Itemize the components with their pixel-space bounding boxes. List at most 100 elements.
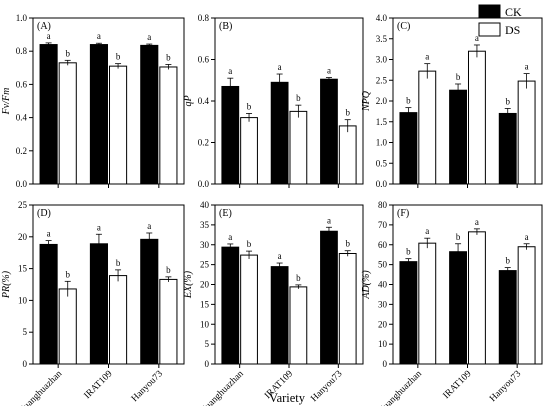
bar-ds [517,80,536,185]
category-label: Hanyou73 [488,369,523,404]
bar-ds [109,275,128,365]
y-tick-label: 1.0 [376,138,388,148]
bar-ck [140,44,159,185]
y-axis-label: Fv/Fm [1,88,12,116]
category-label: Hanyou73 [309,369,344,404]
bar-ds [58,288,77,365]
significance-letter: a [47,31,51,41]
panel-label: (D) [37,208,51,219]
significance-letter: a [97,222,101,232]
panels: (A) 0.0 0.2 0.4 0.6 0.8 1.0 Fv/Fm a b a b a b (B) 0.0 0.… [1,13,543,406]
y-tick-label: 0.4 [16,113,28,123]
bar-ds [289,286,308,365]
y-tick-label: 0.6 [198,55,210,65]
significance-letter: b [166,52,171,62]
significance-letter: a [47,229,51,239]
y-tick-label: 3.0 [376,55,388,65]
bar-ck [39,243,58,365]
y-tick-label: 0 [205,359,210,369]
significance-letter: b [406,247,411,257]
y-tick-label: 30 [200,240,210,250]
y-axis-label: qP [183,95,194,106]
significance-letter: a [278,251,282,261]
y-tick-label: 0.8 [16,46,28,56]
significance-letter: a [475,217,479,227]
y-tick-label: 60 [378,240,388,250]
bar-ck [140,238,159,365]
bar-ck [221,246,240,365]
bar-ck [89,243,108,365]
bar-ds [517,246,536,365]
panel-label: (A) [37,21,51,32]
bar-ds [109,65,128,185]
y-axis-label: AD(%) [361,270,372,300]
bar-ck [89,44,108,185]
bar-ds [240,254,258,365]
panel-d: (D) 0 5 10 15 20 25 PR(%) a b Huanghuazhan a b IRAT10… [1,200,185,406]
y-tick-label: 10 [18,295,28,305]
significance-letter: a [228,66,232,76]
y-tick-label: 0.2 [198,138,209,148]
category-label: IRAT109 [83,369,115,401]
y-tick-label: 30 [378,299,388,309]
bar-ck [270,81,289,185]
panel-a: (A) 0.0 0.2 0.4 0.6 0.8 1.0 Fv/Fm a b a b a b [1,13,185,189]
y-tick-label: 3.5 [376,34,388,44]
panel-f: (F) 0 10 20 30 40 50 60 70 80 AD(%) b a Huanghuazhan b… [361,200,543,406]
significance-letter: b [406,96,411,106]
y-tick-label: 0.5 [376,158,388,168]
y-tick-label: 10 [378,339,388,349]
significance-letter: a [525,62,529,72]
y-axis-label: NPQ [361,90,372,112]
bar-ds [240,117,258,185]
category-label: Huanghuazhan [377,369,425,406]
legend-swatch-ds [478,22,501,37]
y-tick-label: 0.0 [16,179,28,189]
significance-letter: a [327,215,331,225]
y-tick-label: 5 [23,327,28,337]
significance-letter: a [425,226,429,236]
y-tick-label: 0.4 [198,96,210,106]
y-tick-label: 0.0 [376,179,388,189]
y-tick-label: 0.8 [198,13,210,23]
bar-ds [467,50,486,185]
y-tick-label: 25 [18,200,28,210]
bar-ck [221,85,240,185]
panel-label: (B) [219,21,232,32]
y-tick-label: 20 [200,280,210,290]
significance-letter: b [296,93,301,103]
panel-b: (B) 0.0 0.2 0.4 0.6 0.8 qP a b a b a b [183,13,364,189]
significance-letter: b [505,256,510,266]
significance-letter: b [296,273,301,283]
y-axis-label: EX(%) [183,270,194,299]
category-label: Hanyou73 [130,369,165,404]
y-tick-label: 0.6 [16,79,28,89]
significance-letter: b [505,96,510,106]
y-tick-label: 2.5 [376,75,388,85]
panel-label: (C) [397,21,410,32]
bar-ds [338,252,357,365]
x-axis-title: Variety [269,391,306,405]
legend-swatch-ck [478,4,501,19]
significance-letter: a [97,31,101,41]
y-tick-label: 0.0 [198,179,210,189]
y-tick-label: 1.5 [376,117,388,127]
y-tick-label: 15 [18,264,28,274]
y-tick-label: 50 [378,260,388,270]
significance-letter: b [345,108,350,118]
significance-letter: a [425,52,429,62]
y-tick-label: 15 [200,299,210,309]
y-tick-label: 0.2 [16,146,27,156]
bar-ck [320,230,338,365]
y-tick-label: 40 [378,280,388,290]
y-tick-label: 0 [383,359,388,369]
legend-label-ds: DS [505,23,520,37]
significance-letter: b [65,269,70,279]
legend-label-ck: CK [505,5,522,19]
legend: CK DS [478,4,522,37]
bar-ck [399,261,418,365]
bar-ds [159,278,178,365]
significance-letter: b [116,52,121,62]
significance-letter: a [147,32,151,42]
